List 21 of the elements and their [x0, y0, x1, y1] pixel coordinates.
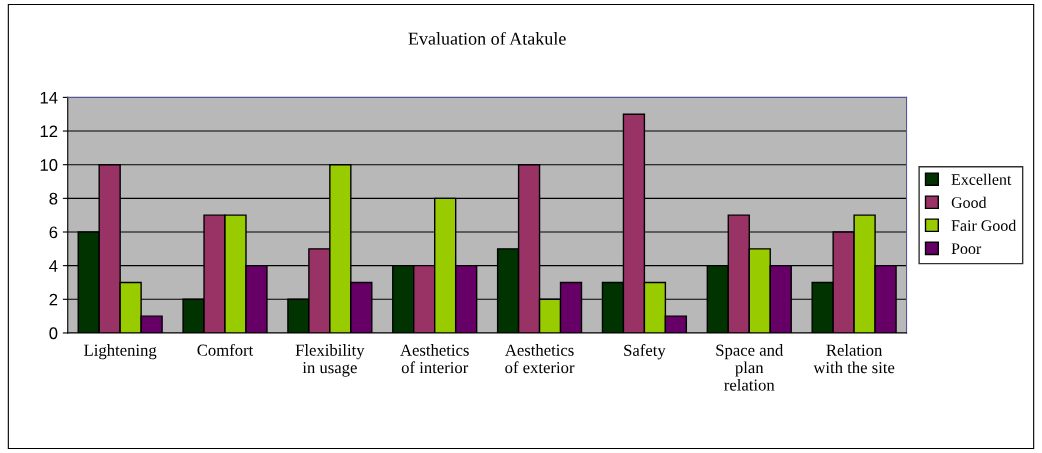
legend-label: Good	[951, 196, 987, 208]
y-tick-label: 14	[40, 91, 58, 104]
y-tick-label: 6	[49, 226, 58, 239]
y-tick-label: 10	[40, 159, 58, 171]
x-tick-label: Lightening	[84, 344, 157, 360]
x-tick-label: Safety	[624, 344, 666, 360]
y-tick-label: 2	[49, 293, 58, 306]
legend-label: Fair Good	[951, 219, 1017, 231]
x-tick-label: Aesthetics of interior	[400, 344, 469, 374]
x-tick-label: Comfort	[197, 343, 254, 356]
x-tick-label: Space and plan relation	[716, 344, 784, 391]
y-tick-label: 12	[40, 125, 58, 138]
x-tick-label: Flexibility in usage	[295, 344, 365, 377]
legend-label: Poor	[951, 243, 982, 255]
y-tick-label: 8	[49, 192, 58, 205]
chart-title: Evaluation of Atakule	[408, 31, 566, 45]
y-tick-label: 4	[49, 260, 58, 272]
x-tick-label: Relation with the site	[813, 344, 895, 374]
legend-label: Excellent	[951, 173, 1012, 185]
y-tick-label: 0	[49, 327, 58, 340]
x-tick-label: Aesthetics of exterior	[505, 344, 575, 374]
